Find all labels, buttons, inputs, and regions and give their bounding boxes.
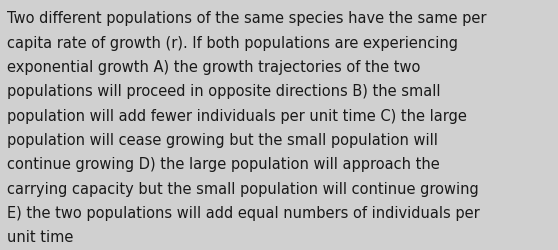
Text: populations will proceed in opposite directions B) the small: populations will proceed in opposite dir… <box>7 84 441 99</box>
Text: carrying capacity but the small population will continue growing: carrying capacity but the small populati… <box>7 181 479 196</box>
Text: exponential growth A) the growth trajectories of the two: exponential growth A) the growth traject… <box>7 60 421 75</box>
Text: capita rate of growth (r). If both populations are experiencing: capita rate of growth (r). If both popul… <box>7 36 458 51</box>
Text: population will add fewer individuals per unit time C) the large: population will add fewer individuals pe… <box>7 108 467 123</box>
Text: continue growing D) the large population will approach the: continue growing D) the large population… <box>7 157 440 172</box>
Text: E) the two populations will add equal numbers of individuals per: E) the two populations will add equal nu… <box>7 205 480 220</box>
Text: Two different populations of the same species have the same per: Two different populations of the same sp… <box>7 11 487 26</box>
Text: unit time: unit time <box>7 230 74 244</box>
Text: population will cease growing but the small population will: population will cease growing but the sm… <box>7 132 438 148</box>
